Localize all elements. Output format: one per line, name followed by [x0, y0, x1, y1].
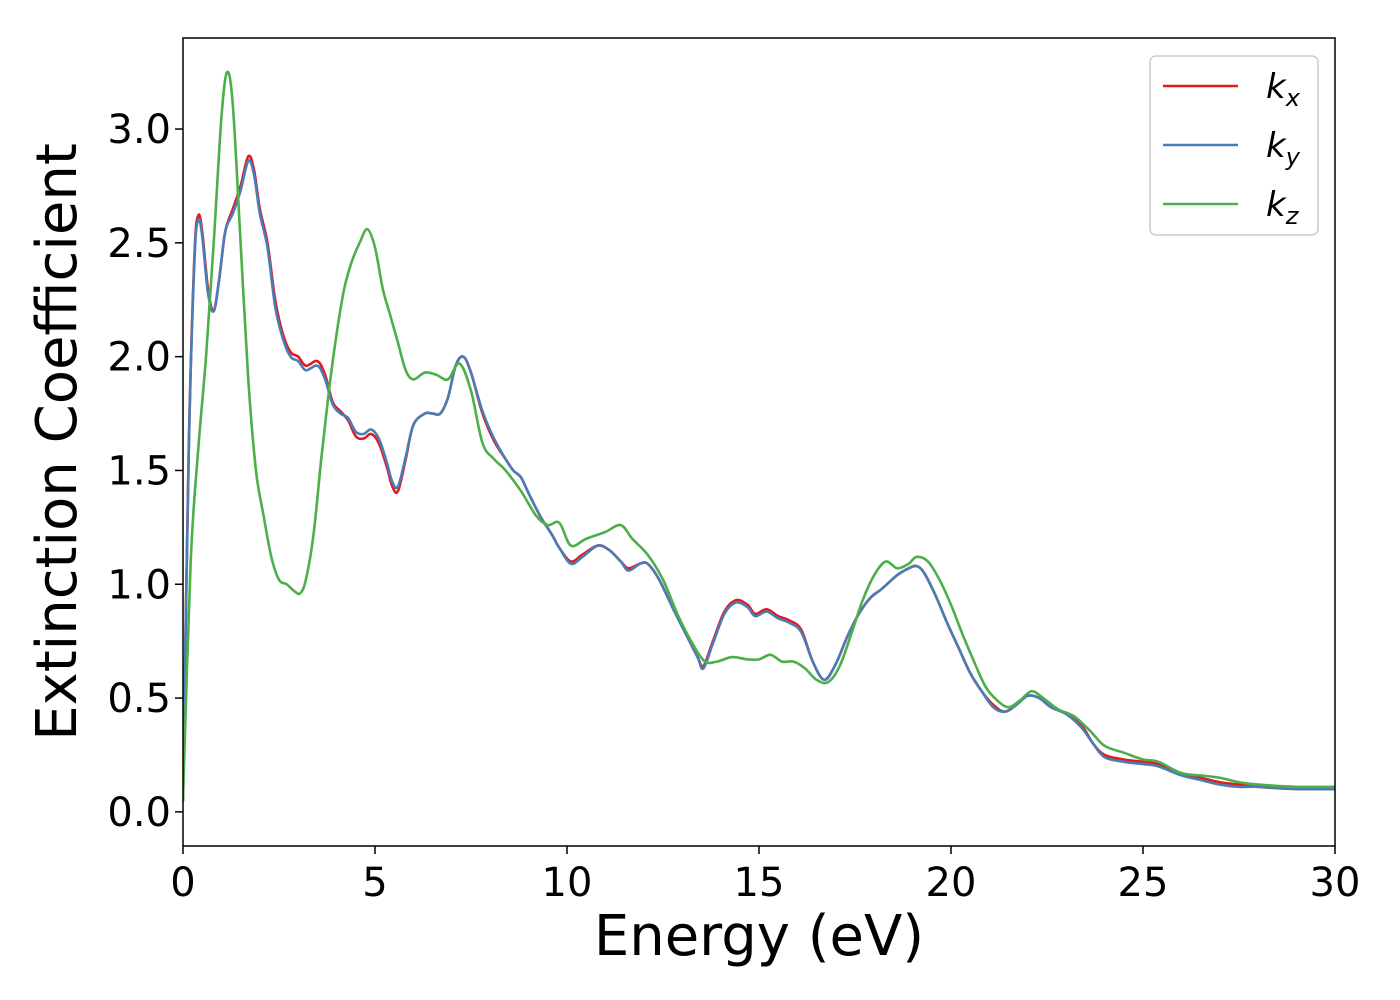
- y-tick-label: 3.0: [107, 107, 171, 153]
- x-tick-label: 10: [542, 860, 593, 906]
- legend-label-kx: kx: [1266, 67, 1301, 112]
- y-tick-label: 1.0: [107, 562, 171, 608]
- y-tick-label: 1.5: [107, 448, 171, 494]
- legend-label-kz: kz: [1266, 185, 1300, 230]
- x-tick-label: 0: [170, 860, 195, 906]
- y-tick-label: 0.5: [107, 676, 171, 722]
- series-line-kz: [183, 70, 1335, 802]
- x-tick-label: 20: [926, 860, 977, 906]
- series-line-ky: [183, 159, 1335, 802]
- legend-label-ky: ky: [1266, 126, 1301, 171]
- y-tick-label: 2.5: [107, 221, 171, 267]
- x-tick-label: 30: [1310, 860, 1361, 906]
- y-tick-label: 0.0: [107, 790, 171, 836]
- series-layer: [183, 70, 1335, 802]
- x-axis-title: Energy (eV): [594, 904, 924, 969]
- legend-entries: kx ky kz: [1163, 67, 1301, 230]
- x-tick-label: 15: [734, 860, 785, 906]
- x-tick-label: 5: [362, 860, 387, 906]
- y-tick-label: 2.0: [107, 335, 171, 381]
- x-tick-label: 25: [1118, 860, 1169, 906]
- legend: kx ky kz: [1149, 55, 1319, 236]
- y-axis-title: Extinction Coefficient: [25, 143, 90, 741]
- y-axis: 0.0 0.5 1.0 1.5 2.0 2.5 3.0: [107, 107, 183, 836]
- x-axis: 0 5 10 15 20 25 30: [170, 846, 1360, 906]
